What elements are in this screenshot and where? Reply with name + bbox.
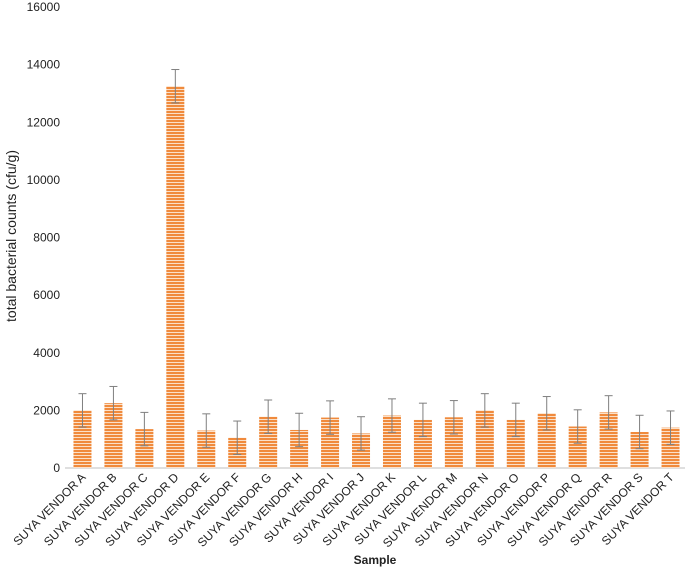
bar [630, 431, 649, 468]
bar [413, 419, 432, 468]
bar [290, 429, 309, 468]
bar [104, 403, 123, 468]
y-tick-label: 14000 [27, 58, 61, 72]
error-bar [542, 396, 551, 431]
bar [568, 426, 587, 468]
y-tick-label: 4000 [33, 346, 60, 360]
error-bar [604, 395, 613, 430]
y-tick-label: 6000 [33, 288, 60, 302]
error-bar [109, 385, 118, 421]
bar [352, 433, 371, 468]
bar [599, 412, 618, 468]
error-bar [78, 393, 87, 428]
error-bar [202, 413, 211, 448]
bar [73, 410, 92, 468]
error-bar [140, 411, 149, 447]
error-bar [326, 400, 335, 435]
y-tick-label: 12000 [27, 115, 61, 129]
bar [506, 419, 525, 468]
error-bar [387, 398, 396, 433]
bar [259, 416, 278, 468]
error-bar [171, 69, 180, 104]
bar [135, 429, 154, 468]
y-tick-label: 2000 [33, 403, 60, 417]
error-bar [233, 420, 242, 455]
error-bar [357, 416, 366, 451]
error-bar [666, 410, 675, 445]
y-tick-label: 8000 [33, 231, 60, 245]
y-tick-label: 10000 [27, 173, 61, 187]
bars [73, 86, 680, 468]
y-tick-labels: 0 2000 4000 6000 8000 10000 12000 14000 16000 [27, 0, 61, 475]
bar [475, 410, 494, 468]
error-bar [635, 414, 644, 450]
bar [661, 427, 680, 468]
bar [197, 430, 216, 468]
bar [166, 86, 185, 468]
error-bar [418, 402, 427, 438]
error-bar [480, 393, 489, 428]
y-tick-label: 16000 [27, 0, 61, 14]
x-axis-label: Sample [354, 553, 397, 567]
bar [537, 413, 556, 468]
y-tick-label: 0 [53, 461, 60, 475]
error-bar [573, 409, 582, 444]
bar [321, 417, 340, 468]
error-bars [78, 69, 675, 455]
error-bar [511, 402, 520, 438]
bar [444, 417, 463, 468]
error-bar [449, 400, 458, 435]
error-bar [264, 399, 273, 434]
bar [382, 415, 401, 468]
error-bar [295, 412, 304, 448]
y-axis-label: total bacterial counts (cfu/g) [3, 150, 19, 322]
